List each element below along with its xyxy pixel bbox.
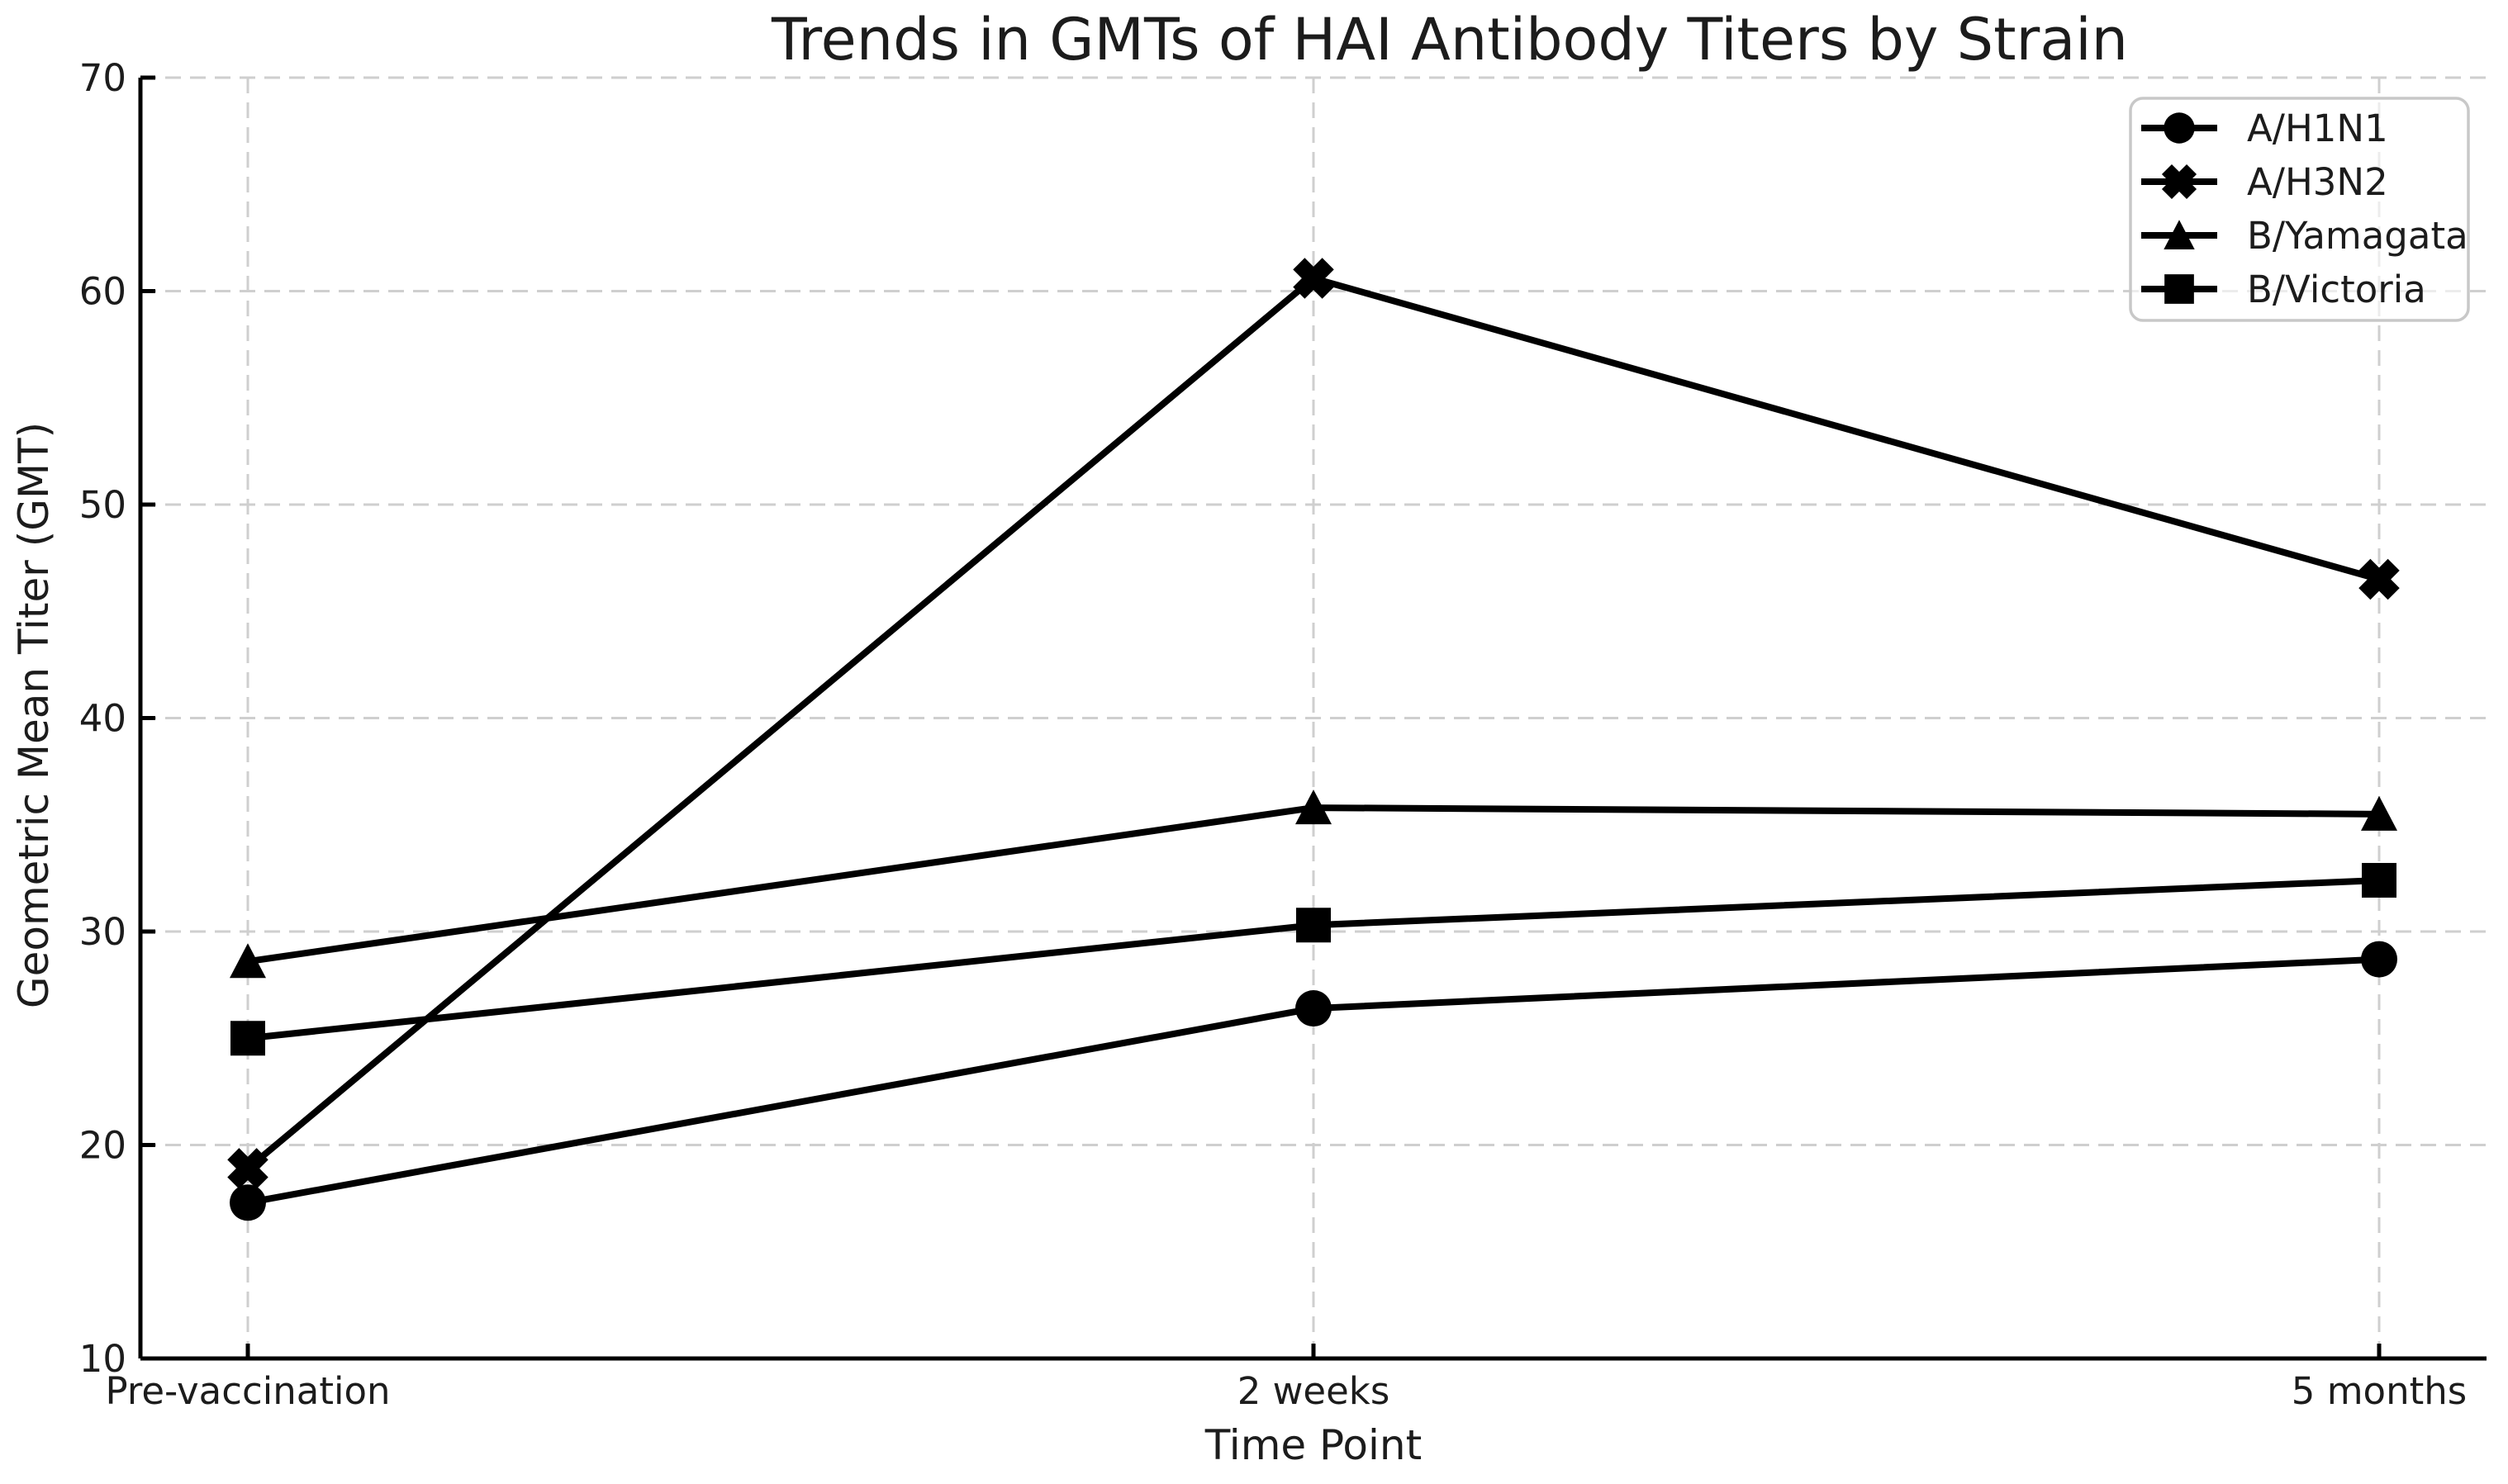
y-tick-label: 10 (79, 1337, 126, 1381)
marker-square-b-victoria-2 (2362, 862, 2396, 898)
marker-circle-a-h1n1-2 (2361, 941, 2397, 978)
x-tick-label-pre-vaccination: Pre-vaccination (105, 1369, 390, 1413)
y-tick-label: 30 (79, 910, 126, 954)
marker-circle-a-h1n1-1 (1295, 990, 1332, 1027)
marker-square-legend-b-victoria (2164, 274, 2194, 304)
marker-circle-a-h1n1-0 (230, 1184, 266, 1221)
marker-x-a-h3n2-1 (1293, 258, 1334, 299)
legend-entry-a-h3n2: A/H3N2 (2247, 160, 2388, 204)
marker-x-legend-a-h3n2 (2161, 164, 2197, 200)
y-tick-label: 60 (79, 270, 126, 314)
y-tick-label: 50 (79, 483, 126, 527)
y-tick-label: 20 (79, 1124, 126, 1168)
chart-title: Trends in GMTs of HAI Antibody Titers by… (771, 6, 2128, 73)
y-tick-label: 70 (79, 56, 126, 100)
y-tick-label: 40 (79, 697, 126, 741)
marker-triangle-b-yamagata-0 (230, 943, 266, 979)
marker-x-a-h3n2-2 (2358, 558, 2400, 600)
plot-area: 10 20 30 40 50 60 70 Pre-vaccination 2 weeks 5 mo… (79, 56, 2487, 1413)
x-axis-label: Time Point (1204, 1421, 1422, 1469)
legend-entry-a-h1n1: A/H1N1 (2247, 107, 2388, 150)
marker-square-b-victoria-0 (230, 1021, 265, 1056)
legend-entry-b-yamagata: B/Yamagata (2247, 214, 2468, 258)
marker-triangle-b-yamagata-1 (1295, 789, 1332, 825)
x-tick-label-2-weeks: 2 weeks (1237, 1369, 1390, 1413)
legend: A/H1N1 A/H3N2 B/Yamagata B/Victoria (2129, 97, 2470, 322)
y-axis-label: Geometric Mean Titer (GMT) (10, 422, 58, 1008)
marker-triangle-legend-b-yamagata (2164, 220, 2195, 249)
marker-x-a-h3n2-0 (227, 1148, 268, 1189)
marker-square-b-victoria-1 (1296, 908, 1331, 943)
marker-circle-legend-a-h1n1 (2164, 112, 2195, 144)
x-tick-label-5-months: 5 months (2292, 1369, 2467, 1413)
marker-triangle-b-yamagata-2 (2361, 795, 2397, 831)
legend-box (2129, 97, 2470, 322)
legend-entry-b-victoria: B/Victoria (2247, 268, 2426, 311)
